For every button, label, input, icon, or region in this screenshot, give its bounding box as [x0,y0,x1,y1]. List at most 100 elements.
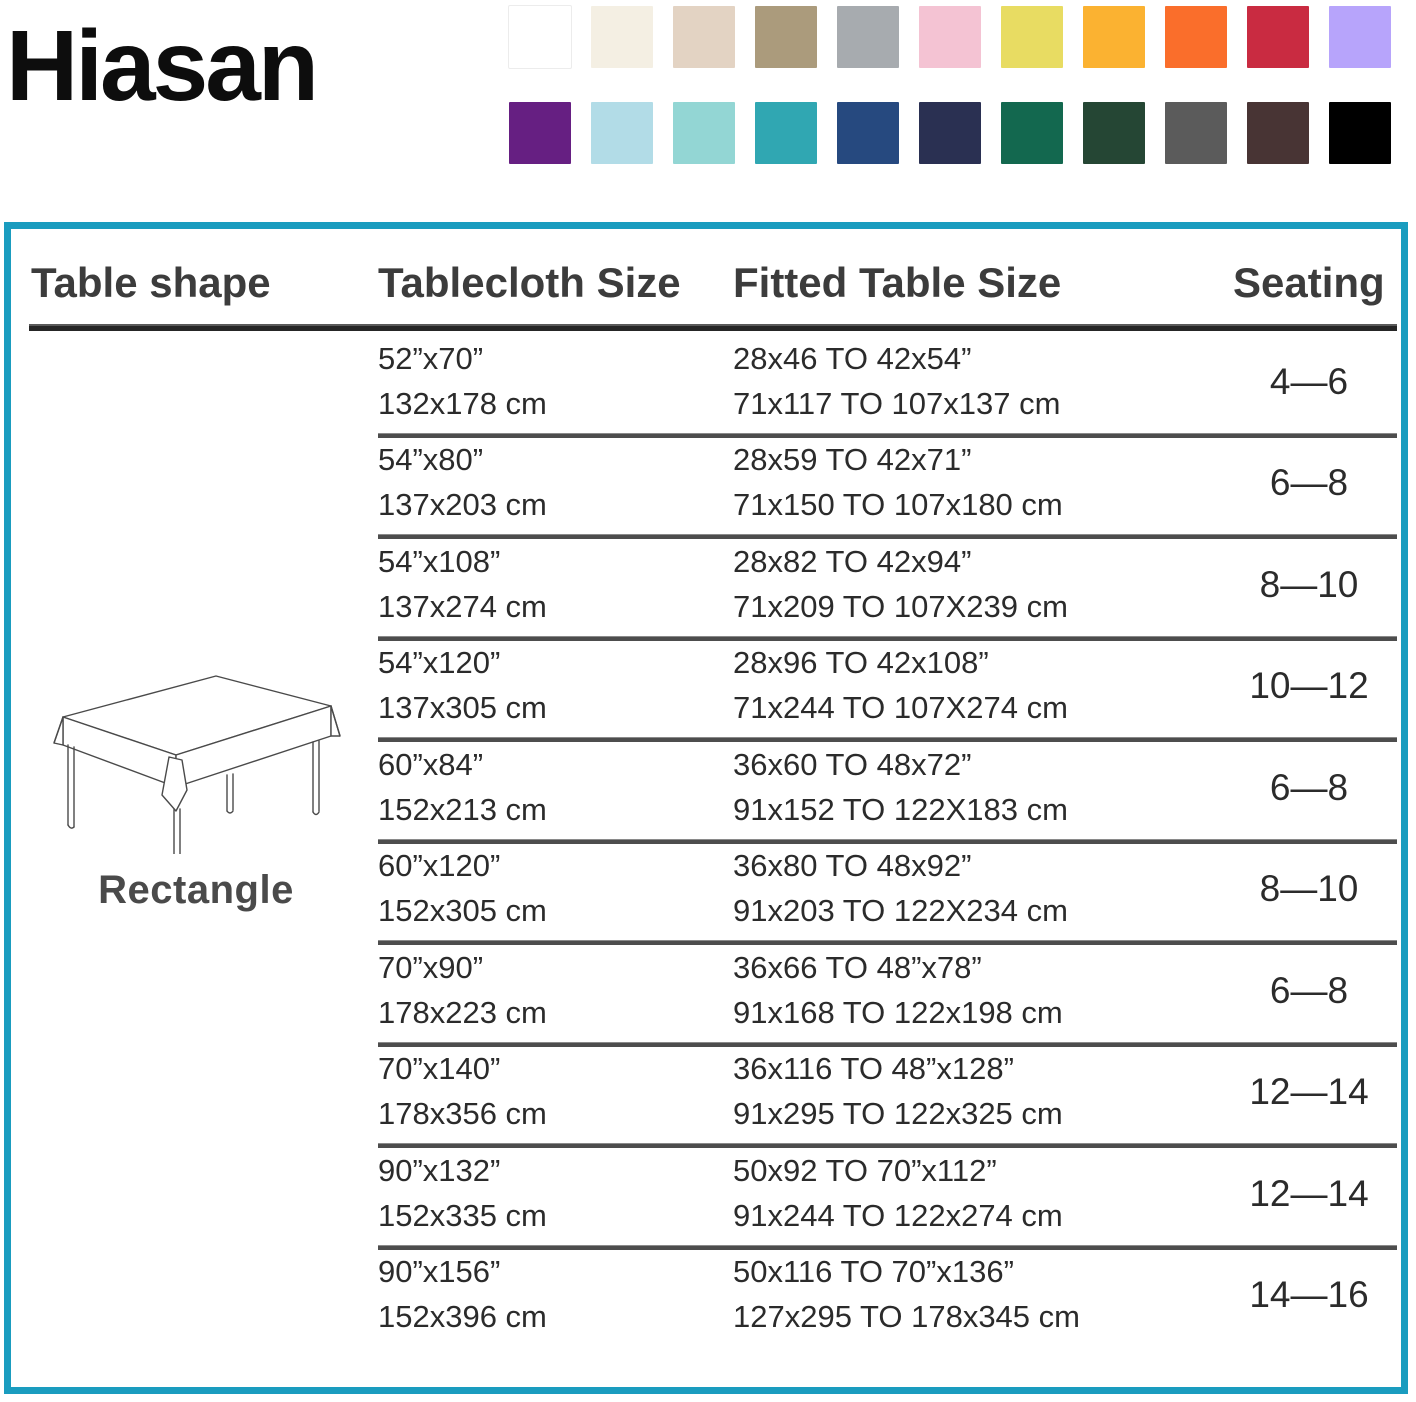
color-swatch-ivory[interactable] [591,6,653,68]
cell-fitted-table-size: 36x66 TO 48”x78” 91x168 TO 122x198 cm [733,946,1063,1036]
tablecloth-size-cm: 178x356 cm [378,1096,547,1132]
tablecloth-size-inches: 54”x80” [378,442,484,478]
fitted-table-size-inches: 36x66 TO 48”x78” [733,949,982,985]
fitted-table-size-inches: 50x92 TO 70”x112” [733,1152,997,1188]
brand-logo: Hiasan [6,10,319,122]
fitted-table-size-cm: 127x295 TO 178x345 cm [733,1299,1080,1335]
tablecloth-size-cm: 137x305 cm [378,690,547,726]
tablecloth-size-inches: 60”x120” [378,848,501,884]
color-swatch-blush-pink[interactable] [919,6,981,68]
cell-tablecloth-size: 54”x80” 137x203 cm [378,438,547,528]
color-swatch-beige[interactable] [673,6,735,68]
cell-tablecloth-size: 90”x132” 152x335 cm [378,1149,547,1239]
cell-fitted-table-size: 50x92 TO 70”x112” 91x244 TO 122x274 cm [733,1149,1063,1239]
tablecloth-size-cm: 132x178 cm [378,385,547,421]
color-swatch-emerald-green[interactable] [1001,102,1063,164]
color-swatch-aqua[interactable] [673,102,735,164]
cell-tablecloth-size: 60”x84” 152x213 cm [378,743,547,833]
tablecloth-size-inches: 90”x132” [378,1152,501,1188]
table-row: 70”x90” 178x223 cm 36x66 TO 48”x78” 91x168 … [11,940,1401,1042]
table-row: 60”x84” 152x213 cm 36x60 TO 48x72” 91x152 T… [11,737,1401,839]
fitted-table-size-cm: 91x203 TO 122X234 cm [733,893,1068,929]
cell-fitted-table-size: 28x59 TO 42x71” 71x150 TO 107x180 cm [733,438,1063,528]
table-row: 54”x80” 137x203 cm 28x59 TO 42x71” 71x150 T… [11,432,1401,535]
color-swatch-grid [509,6,1409,198]
table-row: 54”x108” 137x274 cm 28x82 TO 42x94” 71x209 … [11,534,1401,636]
tablecloth-size-cm: 152x335 cm [378,1197,547,1233]
cell-fitted-table-size: 28x96 TO 42x108” 71x244 TO 107X274 cm [733,641,1068,731]
tablecloth-size-inches: 70”x90” [378,949,484,985]
cell-seating: 14—16 [1249,1274,1369,1316]
tablecloth-size-cm: 152x213 cm [378,791,547,827]
color-swatch-yellow[interactable] [1001,6,1063,68]
cell-tablecloth-size: 54”x108” 137x274 cm [378,540,547,630]
table-row: 52”x70” 132x178 cm 28x46 TO 42x54” 71x117 T… [11,331,1401,433]
table-row: 70”x140” 178x356 cm 36x116 TO 48”x128” 91x2… [11,1041,1401,1144]
rectangle-table-illustration-icon [53,675,341,854]
color-swatch-gold[interactable] [1083,6,1145,68]
cell-tablecloth-size: 54”x120” 137x305 cm [378,641,547,731]
column-header-tablecloth-size: Tablecloth Size [378,259,681,306]
cell-seating: 12—14 [1249,1071,1369,1113]
top-bar: Hiasan [0,0,1416,200]
fitted-table-size-inches: 50x116 TO 70”x136” [733,1254,1014,1290]
color-swatch-silver-gray[interactable] [837,6,899,68]
tablecloth-size-cm: 152x305 cm [378,893,547,929]
color-swatch-purple[interactable] [509,102,571,164]
cell-tablecloth-size: 70”x140” 178x356 cm [378,1047,547,1137]
color-swatch-dark-gray[interactable] [1165,102,1227,164]
color-swatch-taupe[interactable] [755,6,817,68]
fitted-table-size-cm: 91x168 TO 122x198 cm [733,994,1063,1030]
tablecloth-size-inches: 54”x120” [378,645,501,681]
column-header-fitted-table-size: Fitted Table Size [733,259,1062,306]
color-swatch-forest-green[interactable] [1083,102,1145,164]
table-shape-cell: Rectangle [21,659,371,913]
table-row: 54”x120” 137x305 cm 28x96 TO 42x108” 71x244… [11,635,1401,738]
size-chart-panel: Table shape Tablecloth Size Fitted Table… [4,222,1408,1394]
cell-tablecloth-size: 90”x156” 152x396 cm [378,1250,547,1340]
fitted-table-size-cm: 91x295 TO 122x325 cm [733,1096,1063,1132]
tablecloth-size-cm: 178x223 cm [378,994,547,1030]
color-swatch-lavender[interactable] [1329,6,1391,68]
color-swatch-red[interactable] [1247,6,1309,68]
fitted-table-size-cm: 71x150 TO 107x180 cm [733,487,1063,523]
cell-fitted-table-size: 28x82 TO 42x94” 71x209 TO 107X239 cm [733,540,1068,630]
color-swatch-light-blue[interactable] [591,102,653,164]
table-row: 60”x120” 152x305 cm 36x80 TO 48x92” 91x203 … [11,838,1401,941]
fitted-table-size-inches: 28x46 TO 42x54” [733,340,972,376]
color-swatch-black[interactable] [1329,102,1391,164]
fitted-table-size-cm: 91x152 TO 122X183 cm [733,791,1068,827]
fitted-table-size-cm: 71x117 TO 107x137 cm [733,385,1061,421]
table-shape-label: Rectangle [98,868,294,912]
cell-seating: 6—8 [1269,969,1349,1011]
fitted-table-size-inches: 36x80 TO 48x92” [733,848,972,884]
color-swatch-white[interactable] [509,6,571,68]
column-header-seating: Seating [1233,259,1385,306]
header-divider [29,324,1397,331]
color-swatch-denim-blue[interactable] [837,102,899,164]
color-swatch-brown[interactable] [1247,102,1309,164]
column-header-table-shape: Table shape [31,259,271,306]
tablecloth-size-inches: 70”x140” [378,1051,501,1087]
cell-fitted-table-size: 36x80 TO 48x92” 91x203 TO 122X234 cm [733,844,1068,934]
color-swatch-orange[interactable] [1165,6,1227,68]
tablecloth-size-inches: 54”x108” [378,543,501,579]
cell-seating: 4—6 [1269,360,1349,402]
cell-fitted-table-size: 28x46 TO 42x54” 71x117 TO 107x137 cm [733,337,1060,427]
cell-tablecloth-size: 60”x120” 152x305 cm [378,844,547,934]
cell-tablecloth-size: 52”x70” 132x178 cm [378,337,547,427]
swatch-row-2 [509,102,1409,164]
size-chart-header-row: Table shape Tablecloth Size Fitted Table… [11,229,1401,309]
cell-seating: 12—14 [1249,1172,1369,1214]
fitted-table-size-cm: 71x244 TO 107X274 cm [733,690,1068,726]
color-swatch-teal[interactable] [755,102,817,164]
tablecloth-size-inches: 60”x84” [378,746,484,782]
cell-seating: 10—12 [1249,665,1369,707]
tablecloth-size-inches: 90”x156” [378,1254,501,1290]
tablecloth-size-inches: 52”x70” [378,340,484,376]
table-row: 90”x156” 152x396 cm 50x116 TO 70”x136” 127x… [11,1244,1401,1347]
color-swatch-navy[interactable] [919,102,981,164]
size-chart-inner: Table shape Tablecloth Size Fitted Table… [11,229,1401,1387]
cell-seating: 6—8 [1269,766,1349,808]
